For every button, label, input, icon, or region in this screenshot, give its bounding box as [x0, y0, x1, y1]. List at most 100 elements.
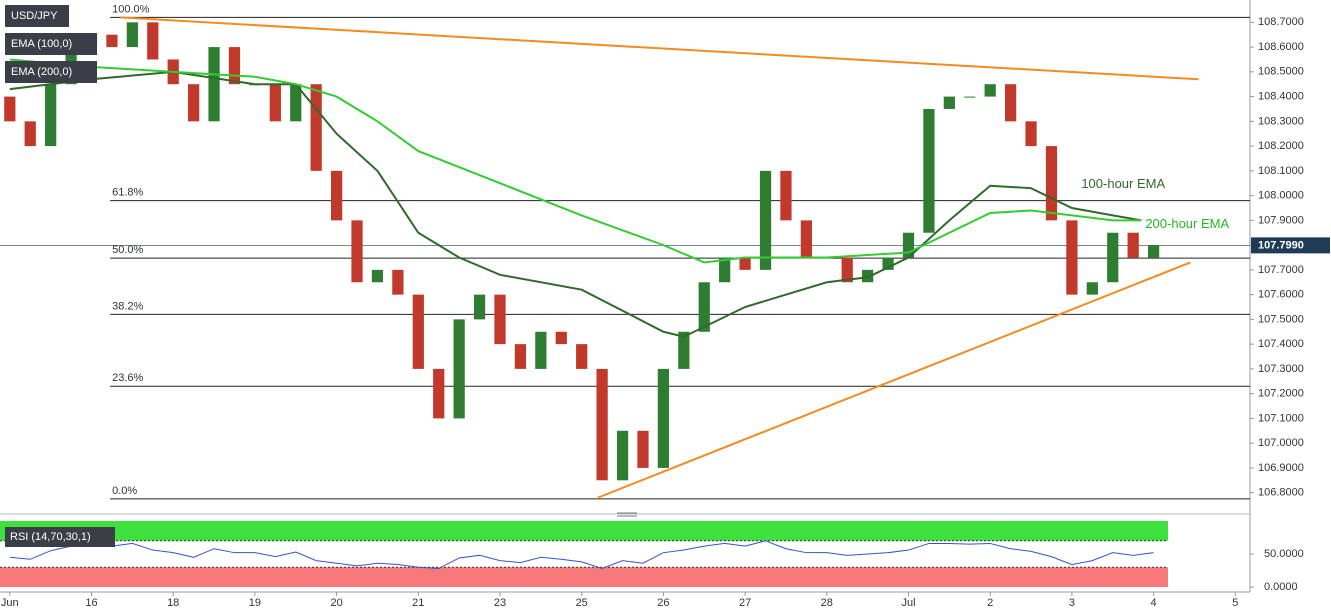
candle-body [596, 368, 608, 481]
candle-body [902, 232, 915, 258]
candle-body [4, 96, 16, 122]
candle-body [24, 121, 36, 147]
y-tick-label: 107.7000 [1258, 264, 1304, 276]
x-tick-label: 16 [85, 597, 97, 609]
last-price-box [1251, 237, 1330, 254]
y-tick-label: 107.6000 [1258, 289, 1304, 301]
fib-label: 61.8% [112, 186, 143, 198]
candle-body [1086, 282, 1098, 295]
candle-body [412, 294, 424, 369]
x-tick-label: 25 [576, 597, 588, 609]
x-tick-label: 5 [1232, 597, 1238, 609]
x-tick-label: 26 [657, 597, 669, 609]
candle-body [188, 84, 200, 122]
y-tick-label: 107.4000 [1258, 338, 1304, 350]
candle-body [616, 430, 629, 481]
y-tick-label: 108.1000 [1258, 165, 1304, 177]
y-tick-label: 108.6000 [1258, 41, 1304, 53]
y-tick-label: 107.1000 [1258, 412, 1304, 424]
fib-label: 100.0% [112, 3, 150, 15]
candle-body [208, 47, 220, 122]
candle-body [1005, 84, 1017, 122]
y-tick-label: 106.8000 [1258, 487, 1304, 499]
ema-annotation: 200-hour EMA [1145, 216, 1229, 231]
legend-label: EMA (100,0) [11, 38, 72, 50]
candle-body [841, 257, 853, 283]
legend-box [5, 33, 97, 55]
candle-body [637, 430, 649, 468]
y-tick-label: 108.5000 [1258, 66, 1304, 78]
candle-body [228, 47, 241, 85]
x-tick-label: 23 [494, 597, 506, 609]
rsi-title: RSI (14,70,30,1) [10, 531, 91, 543]
candle-body [555, 331, 567, 345]
candle-body [984, 84, 996, 97]
x-tick-label: 20 [330, 597, 342, 609]
y-tick-label: 108.0000 [1258, 190, 1304, 202]
y-tick-label: 107.3000 [1258, 363, 1304, 375]
y-tick-label: 108.2000 [1258, 140, 1304, 152]
fib-label: 38.2% [112, 300, 143, 312]
y-tick-label: 106.9000 [1258, 462, 1304, 474]
x-tick-label: Jun [1, 597, 19, 609]
trendline [597, 261, 1191, 499]
candle-body [678, 331, 690, 369]
x-tick-label: 4 [1151, 597, 1157, 609]
y-tick-label: 107.0000 [1258, 437, 1304, 449]
candle-body [1147, 245, 1160, 258]
ema-annotation: 100-hour EMA [1081, 176, 1165, 191]
rsi-overbought-zone [0, 521, 1168, 541]
legend-box [5, 61, 97, 83]
y-tick-label: 107.9000 [1258, 214, 1304, 226]
candle-body [290, 84, 302, 122]
x-tick-label: 21 [412, 597, 424, 609]
last-price-label: 107.7990 [1258, 239, 1304, 251]
candle-body [106, 34, 118, 48]
x-tick-label: 28 [821, 597, 833, 609]
candle-body [473, 294, 486, 320]
candle-body [351, 220, 363, 283]
candle-body [759, 170, 772, 270]
candle-body [862, 269, 874, 283]
fib-label: 0.0% [112, 485, 137, 497]
candle-body [494, 294, 506, 345]
y-tick-label: 108.3000 [1258, 115, 1304, 127]
x-tick-label: 18 [167, 597, 179, 609]
x-tick-label: 27 [739, 597, 751, 609]
candle-body [800, 220, 812, 258]
legend-label: USD/JPY [11, 10, 58, 22]
y-tick-label: 108.4000 [1258, 90, 1304, 102]
candle-body [698, 282, 710, 332]
candle-body [1025, 121, 1037, 147]
candle-body [964, 96, 976, 98]
rsi-line [9, 540, 1154, 570]
candle-body [780, 170, 792, 221]
y-tick-label: 107.5000 [1258, 313, 1304, 325]
candle-body [514, 344, 527, 369]
candle-body [371, 269, 384, 283]
candle-body [126, 22, 138, 48]
trendline [120, 16, 1199, 81]
candle-body [45, 84, 57, 147]
rsi-oversold-zone [0, 567, 1168, 587]
legend-box [5, 5, 69, 27]
candle-body [535, 331, 547, 369]
fib-label: 23.6% [112, 372, 143, 384]
candle-body [576, 344, 588, 369]
ema-line [9, 70, 1142, 338]
candle-body [392, 269, 404, 295]
x-tick-label: 2 [987, 597, 993, 609]
candle-body [923, 108, 935, 233]
candle-body [433, 368, 445, 419]
candle-body [147, 22, 159, 60]
candle-body [882, 257, 894, 270]
candle-body [1127, 232, 1139, 258]
rsi-tick-label: 0.0000 [1264, 581, 1298, 593]
candle-body [739, 257, 751, 270]
rsi-title-box [5, 527, 115, 547]
x-tick-label: 3 [1069, 597, 1075, 609]
candle-body [1066, 220, 1078, 295]
y-tick-label: 108.7000 [1258, 16, 1304, 28]
